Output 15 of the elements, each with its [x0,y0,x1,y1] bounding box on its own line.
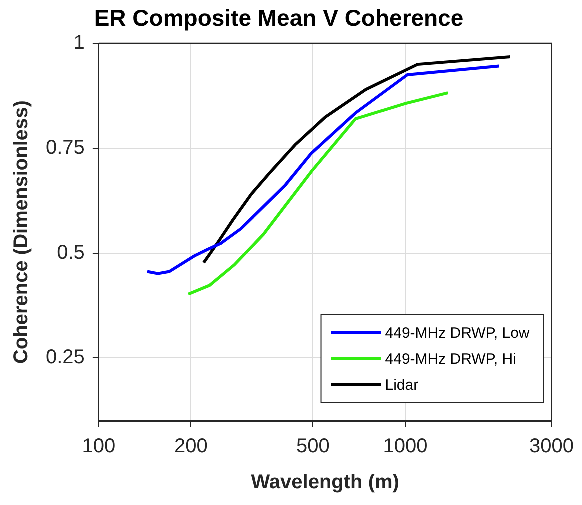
legend-label: 449-MHz DRWP, Hi [385,351,516,368]
y-tick-label: 1 [74,32,85,54]
y-tick-label: 0.25 [46,346,85,369]
x-tick-label: 3000 [530,436,574,458]
x-tick-label: 500 [296,436,330,458]
x-tick-label: 100 [82,436,116,458]
y-tick-label: 0.5 [57,242,85,264]
y-tick-label: 0.75 [46,136,85,159]
legend-label: 449-MHz DRWP, Low [385,325,530,342]
x-axis-title: Wavelength (m) [251,472,400,494]
chart-title: ER Composite Mean V Coherence [94,5,464,32]
x-tick-label: 1000 [383,436,428,458]
y-axis-title: Coherence (Dimensionless) [10,100,33,364]
legend-label: Lidar [385,377,419,394]
x-tick-label: 200 [174,436,208,458]
